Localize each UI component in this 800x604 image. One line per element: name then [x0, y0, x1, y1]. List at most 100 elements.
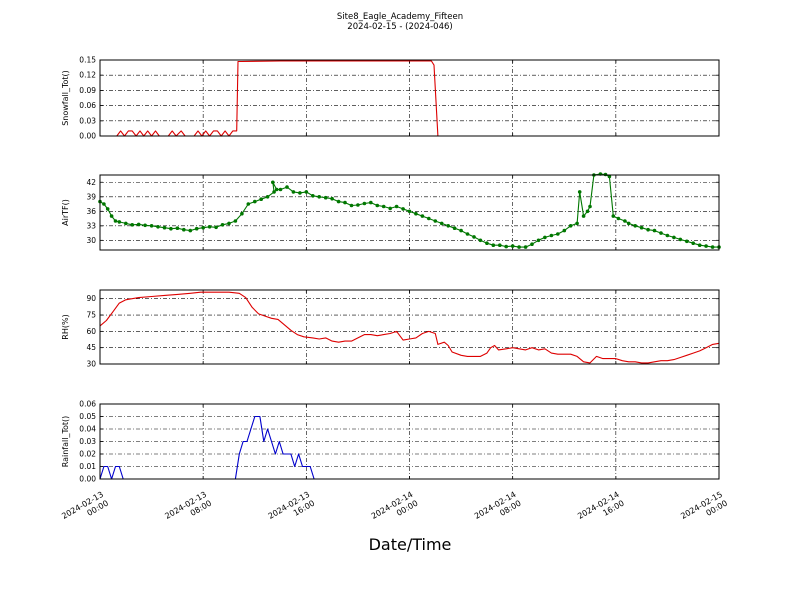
y-tick-label: 0.12: [79, 71, 96, 80]
data-point: [678, 237, 683, 242]
data-point: [369, 200, 373, 205]
data-point: [465, 232, 470, 236]
data-point: [156, 225, 160, 229]
y-tick-label: 45: [86, 343, 96, 352]
data-point: [143, 223, 147, 228]
y-tick-label: 0.09: [79, 86, 96, 95]
data-point: [611, 214, 616, 218]
data-point: [562, 228, 567, 233]
y-tick-label: 42: [86, 178, 96, 187]
data-point: [439, 221, 444, 226]
data-point: [427, 216, 431, 221]
data-point: [407, 209, 412, 214]
data-point: [343, 200, 347, 205]
data-point: [124, 221, 128, 226]
y-axis-label: AirTF(): [61, 199, 70, 226]
y-axis-label: Rainfall_Tot(): [61, 416, 70, 468]
y-tick-label: 0.04: [79, 425, 96, 434]
y-tick-label: 0.05: [79, 412, 96, 421]
y-tick-label: 0.06: [79, 400, 96, 409]
data-point: [149, 224, 154, 228]
chart-title-line2: 2024-02-15 - (2024-046): [347, 22, 452, 32]
data-point: [697, 243, 702, 247]
data-point: [536, 238, 541, 243]
y-tick-label: 30: [86, 236, 96, 245]
data-point: [375, 203, 380, 208]
data-point: [349, 203, 354, 208]
data-point: [253, 199, 257, 204]
data-point: [639, 225, 644, 230]
data-point: [214, 225, 218, 230]
data-point: [401, 207, 405, 211]
data-point: [577, 190, 582, 194]
data-point: [704, 244, 708, 248]
data-point: [575, 221, 579, 226]
data-point: [388, 206, 393, 211]
data-point: [233, 219, 238, 223]
axes-frame: [99, 59, 720, 137]
data-point: [585, 209, 590, 214]
panel-2: 30 33 36 39 42 AirTF(): [61, 172, 721, 251]
data-point: [317, 195, 322, 199]
data-point: [323, 195, 328, 200]
data-point: [246, 202, 251, 206]
data-point: [298, 191, 302, 195]
data-point: [311, 194, 315, 198]
data-point: [227, 221, 231, 226]
data-point: [420, 214, 425, 218]
data-point: [240, 211, 244, 216]
panel-3: 30 45 60 75 90 RH(%): [61, 289, 720, 369]
data-point: [272, 190, 276, 194]
data-point: [672, 235, 676, 240]
data-point: [452, 226, 457, 230]
data-point: [130, 223, 134, 227]
y-tick-label: 0.00: [79, 475, 96, 484]
panel-1: 0.00 0.03 0.06 0.09 0.12 0.15 Snowfall_Tot(): [61, 56, 720, 141]
data-point: [182, 227, 186, 232]
y-tick-label: 75: [86, 311, 96, 320]
data-point: [691, 241, 695, 245]
data-point: [304, 190, 309, 194]
data-point: [113, 219, 118, 223]
data-point: [105, 207, 110, 211]
data-point: [646, 227, 650, 232]
panels-group: 0.00 0.03 0.06 0.09 0.12 0.15 Snowfall_Tot() 30…: [61, 56, 721, 484]
data-point: [633, 224, 637, 228]
data-point: [356, 203, 360, 207]
data-point: [568, 224, 573, 228]
y-tick-label: 0.01: [79, 462, 96, 471]
data-point: [194, 226, 199, 231]
data-point: [710, 245, 715, 249]
chart-title-line1: Site8_Eagle_Academy_Fifteen: [337, 12, 463, 22]
data-point: [394, 204, 399, 209]
y-tick-label: 30: [86, 360, 96, 369]
data-point: [491, 243, 496, 247]
data-point: [274, 187, 279, 192]
series-line: [99, 415, 719, 480]
data-point: [291, 190, 296, 194]
data-point: [623, 219, 627, 223]
data-point: [685, 239, 689, 244]
data-point: [549, 233, 554, 238]
data-point: [336, 199, 341, 204]
data-point: [659, 231, 663, 235]
data-point: [362, 201, 367, 206]
data-point: [271, 180, 275, 185]
data-point: [207, 225, 212, 229]
data-point: [433, 219, 438, 223]
y-tick-label: 0.03: [79, 116, 96, 125]
data-point: [616, 216, 621, 221]
y-tick-label: 0.03: [79, 437, 96, 446]
y-tick-label: 36: [86, 207, 96, 216]
data-point: [504, 244, 509, 249]
data-point: [478, 238, 483, 243]
y-tick-label: 33: [86, 221, 96, 230]
